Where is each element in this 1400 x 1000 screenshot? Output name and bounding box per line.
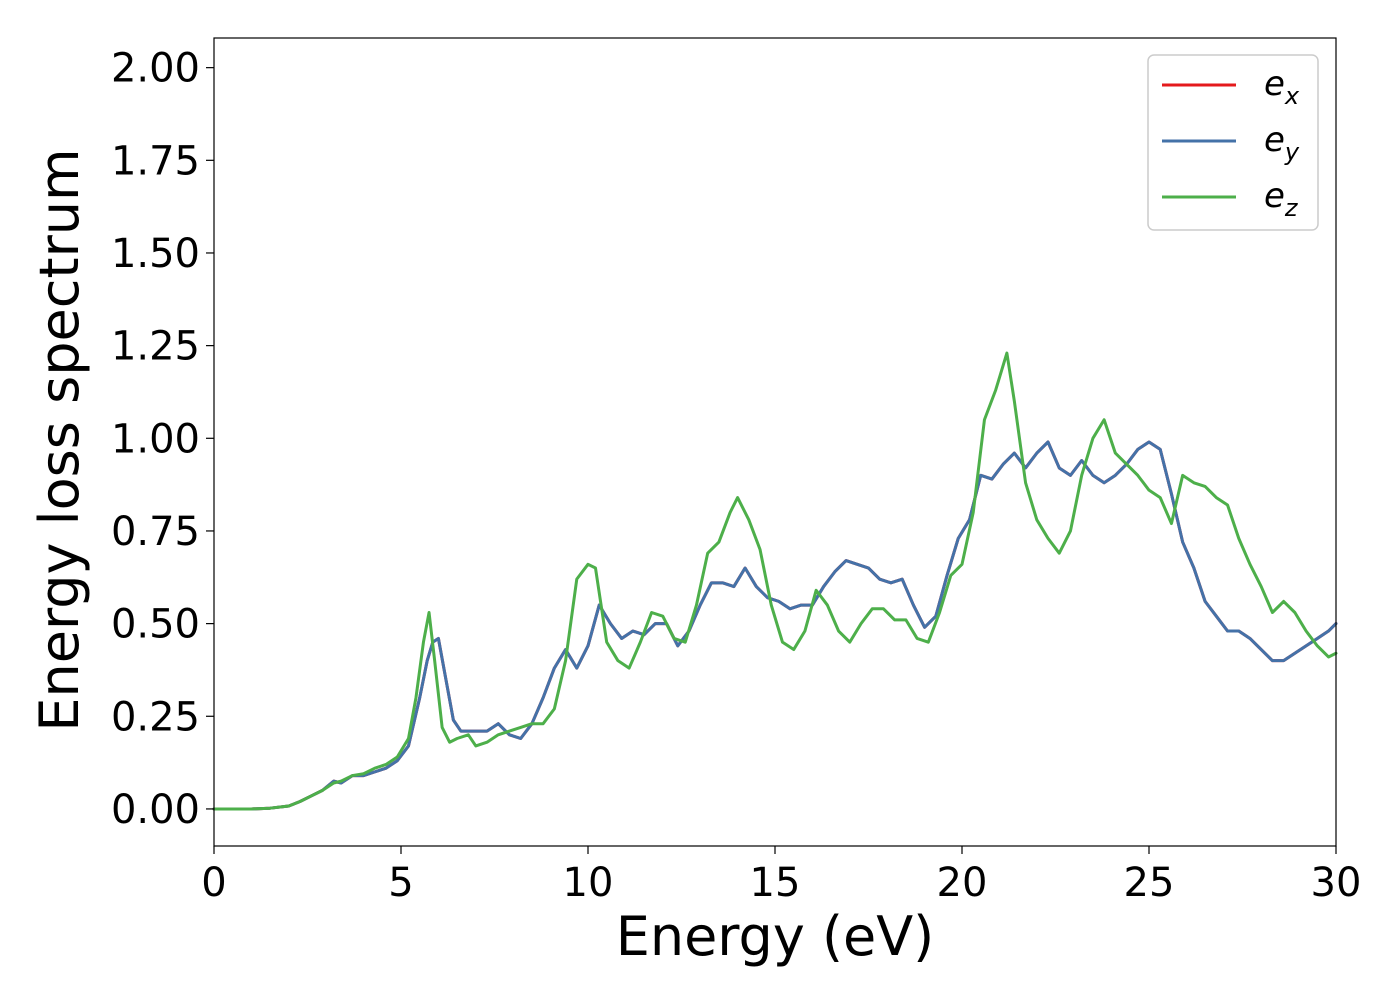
legend-label-x: ex xyxy=(1264,64,1300,110)
x-tick-label: 25 xyxy=(1124,860,1175,906)
y-axis-ticks: 0.00 0.25 0.50 0.75 1.00 1.25 1.50 1.75 2.00 xyxy=(111,46,214,833)
legend-label-y: ey xyxy=(1264,120,1300,166)
x-tick-label: 0 xyxy=(201,860,226,906)
x-tick-label: 15 xyxy=(750,860,801,906)
x-tick-label: 20 xyxy=(937,860,988,906)
y-tick-label: 1.25 xyxy=(111,324,200,370)
x-tick-label: 10 xyxy=(563,860,614,906)
series-layer xyxy=(212,351,1338,811)
y-tick-label: 0.75 xyxy=(111,509,200,555)
x-tick-label: 5 xyxy=(388,860,413,906)
series-line-e-z xyxy=(212,351,1338,811)
y-tick-label: 1.50 xyxy=(111,231,200,277)
y-tick-label: 1.00 xyxy=(111,416,200,462)
x-axis-label: Energy (eV) xyxy=(616,905,935,968)
y-axis-label: Energy loss spectrum xyxy=(28,148,91,731)
legend: ex ey ez xyxy=(1147,54,1319,231)
y-tick-label: 0.50 xyxy=(111,602,200,648)
y-tick-label: 2.00 xyxy=(111,46,200,92)
y-tick-label: 0.25 xyxy=(111,694,200,740)
x-tick-label: 30 xyxy=(1311,860,1362,906)
y-tick-label: 0.00 xyxy=(111,787,200,833)
x-axis-ticks: 0 5 10 15 20 25 30 xyxy=(201,846,1361,906)
y-tick-label: 1.75 xyxy=(111,138,200,184)
series-line-e-y xyxy=(212,440,1338,811)
legend-label-z: ez xyxy=(1264,176,1299,222)
